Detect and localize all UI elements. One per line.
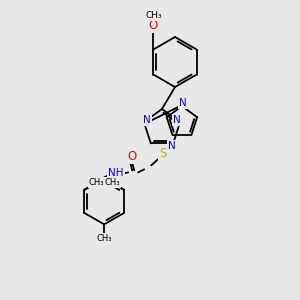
Text: O: O (128, 150, 137, 163)
Text: N: N (173, 115, 181, 125)
Text: N: N (143, 115, 151, 125)
Text: O: O (149, 19, 158, 32)
Text: CH₃: CH₃ (145, 11, 162, 20)
Text: CH₃: CH₃ (88, 178, 104, 188)
Text: CH₃: CH₃ (104, 178, 120, 188)
Text: N: N (168, 141, 176, 152)
Text: S: S (160, 147, 167, 160)
Text: NH: NH (108, 168, 124, 178)
Text: N: N (179, 98, 187, 108)
Text: CH₃: CH₃ (96, 234, 112, 243)
